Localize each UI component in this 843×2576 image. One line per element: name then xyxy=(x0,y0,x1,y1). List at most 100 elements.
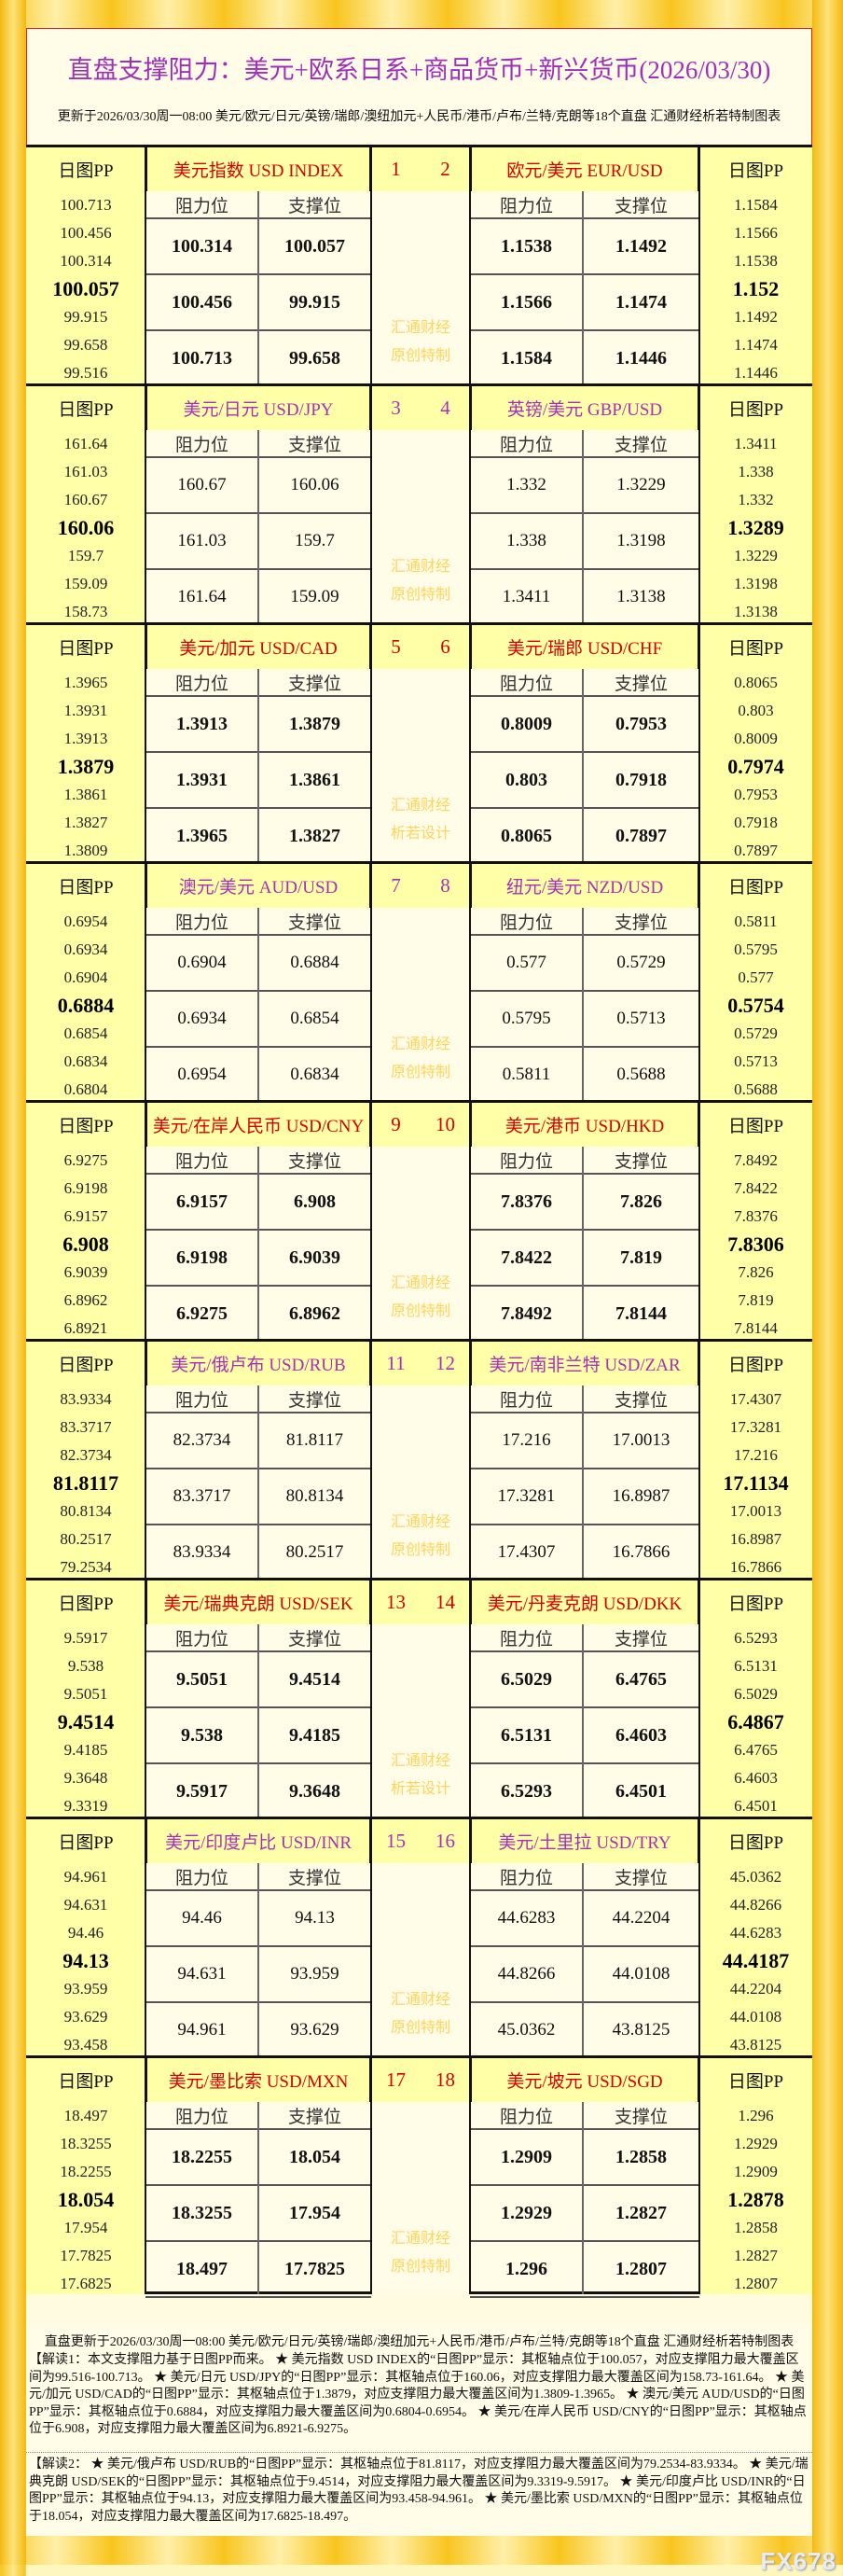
pp-level-value: 6.5131 xyxy=(734,1657,778,1675)
pp-level-value: 80.2517 xyxy=(60,1530,112,1548)
column-divider xyxy=(469,1342,471,1578)
pp-level-value: 7.826 xyxy=(738,1263,774,1281)
pp-level-value: 45.0362 xyxy=(729,1868,782,1886)
pivot-point-value: 100.057 xyxy=(52,277,119,300)
pp-level-value: 9.4185 xyxy=(63,1741,108,1759)
resistance-value: 0.5811 xyxy=(470,1048,583,1104)
support-value: 1.3138 xyxy=(583,570,699,626)
resistance-header: 阻力位 xyxy=(145,1147,258,1175)
pp-level-value: 0.7897 xyxy=(734,842,778,859)
column-divider xyxy=(145,1103,146,1339)
support-value: 160.06 xyxy=(258,458,371,514)
column-divider xyxy=(582,1385,584,1578)
pp-column-right: 日图PP 17.4307 17.3281 17.216 17.1134 17.0013 16… xyxy=(699,1342,812,1578)
resistance-header: 阻力位 xyxy=(145,191,258,219)
pp-level-value: 44.2204 xyxy=(729,1980,782,1998)
column-divider xyxy=(257,191,259,383)
support-value: 6.908 xyxy=(258,1175,371,1231)
pivot-point-value: 1.152 xyxy=(732,277,780,300)
support-value: 1.3229 xyxy=(583,458,699,514)
pivot-point-value: 94.13 xyxy=(62,1949,109,1972)
column-divider xyxy=(469,864,471,1100)
support-value: 80.8134 xyxy=(258,1469,371,1525)
column-divider xyxy=(257,908,259,1100)
pp-level-value: 1.3809 xyxy=(63,842,108,859)
pair-number-left: 17 xyxy=(371,2058,421,2102)
watermark-text: 原创特制 xyxy=(390,348,450,364)
support-header: 支撑位 xyxy=(583,430,699,458)
pair-number-left: 11 xyxy=(371,1342,421,1385)
resistance-value: 7.8422 xyxy=(470,1231,583,1287)
pp-header: 日图PP xyxy=(727,1594,784,1614)
pair-title-right: 美元/丹麦克朗 USD/DKK xyxy=(470,1580,699,1624)
resistance-value: 1.296 xyxy=(470,2242,583,2298)
pair-block: 日图PP 161.64 161.03 160.67 160.06 159.7 159.09 1… xyxy=(26,383,812,626)
support-value: 0.6884 xyxy=(258,936,371,992)
pp-header: 日图PP xyxy=(727,1117,784,1136)
pp-level-value: 1.1566 xyxy=(734,224,778,242)
pp-level-value: 0.5795 xyxy=(734,940,778,958)
pp-header: 日图PP xyxy=(58,2072,114,2092)
support-value: 17.954 xyxy=(258,2186,371,2242)
column-divider xyxy=(370,2058,372,2294)
pp-level-value: 17.3281 xyxy=(729,1418,782,1436)
support-value: 6.4501 xyxy=(583,1764,699,1820)
resistance-value: 0.6954 xyxy=(145,1048,258,1104)
pivot-point-value: 9.4514 xyxy=(57,1710,115,1734)
pp-level-value: 0.5729 xyxy=(734,1024,778,1042)
pair-block: 日图PP 83.9334 83.3717 82.3734 81.8117 80.8134 8… xyxy=(26,1339,812,1581)
resistance-value: 1.2909 xyxy=(470,2130,583,2186)
pair-block: 日图PP 9.5917 9.538 9.5051 9.4514 9.4185 9.3648 9… xyxy=(26,1578,812,1820)
pair-title-left: 美元/印度卢比 USD/INR xyxy=(145,1819,371,1863)
pp-level-value: 1.3913 xyxy=(63,730,108,747)
resistance-value: 6.5029 xyxy=(470,1652,583,1708)
column-divider xyxy=(582,1624,584,1817)
resistance-header: 阻力位 xyxy=(470,2102,583,2130)
support-header: 支撑位 xyxy=(258,908,371,936)
support-value: 1.1446 xyxy=(583,331,699,387)
pp-level-value: 0.8065 xyxy=(734,674,778,691)
watermark-text: 原创特制 xyxy=(390,1065,450,1080)
pivot-point-value: 1.3289 xyxy=(727,516,784,539)
watermark-text: 汇通财经 xyxy=(390,2231,450,2247)
resistance-value: 0.8065 xyxy=(470,809,583,865)
support-header: 支撑位 xyxy=(583,191,699,219)
watermark-text: 汇通财经 xyxy=(390,1037,450,1052)
column-divider xyxy=(257,2102,259,2294)
pair-blocks: 日图PP 100.713 100.456 100.314 100.057 99.915 99… xyxy=(26,145,812,2298)
pp-level-value: 17.954 xyxy=(63,2219,108,2236)
pair-number-right: 2 xyxy=(421,147,470,191)
pp-level-value: 1.2929 xyxy=(734,2135,778,2152)
pair-title-left: 美元/瑞典克朗 USD/SEK xyxy=(145,1580,371,1624)
support-value: 7.826 xyxy=(583,1175,699,1231)
support-value: 16.7866 xyxy=(583,1525,699,1581)
pair-number-right: 18 xyxy=(421,2058,470,2102)
pp-level-value: 159.7 xyxy=(67,547,104,564)
column-divider xyxy=(469,625,471,861)
pp-column-right: 日图PP 1.1584 1.1566 1.1538 1.152 1.1492 1.1474 1… xyxy=(699,147,812,383)
pp-level-value: 159.09 xyxy=(63,575,108,592)
support-header: 支撑位 xyxy=(583,2102,699,2130)
support-value: 81.8117 xyxy=(258,1413,371,1469)
watermark-column: 汇通财经 原创特制 xyxy=(371,430,470,622)
column-divider xyxy=(145,864,146,1100)
support-value: 1.3198 xyxy=(583,514,699,570)
left-border xyxy=(0,0,26,2565)
pp-level-value: 18.497 xyxy=(63,2107,108,2124)
column-divider xyxy=(698,2058,700,2294)
support-header: 支撑位 xyxy=(583,1385,699,1413)
resistance-value: 7.8376 xyxy=(470,1175,583,1231)
support-value: 9.4185 xyxy=(258,1708,371,1764)
resistance-value: 9.5917 xyxy=(145,1764,258,1820)
watermark-text: 汇通财经 xyxy=(390,1753,450,1769)
support-value: 1.3861 xyxy=(258,753,371,809)
pp-level-value: 1.338 xyxy=(738,463,774,480)
watermark-text: 汇通财经 xyxy=(390,320,450,336)
page-title: 直盘支撑阻力：美元+欧系日系+商品货币+新兴货币(2026/03/30) xyxy=(67,56,771,84)
pp-level-value: 100.456 xyxy=(60,224,112,242)
pair-block: 日图PP 100.713 100.456 100.314 100.057 99.915 99… xyxy=(26,145,812,387)
column-divider xyxy=(145,1819,146,2055)
watermark-text: 原创特制 xyxy=(390,2259,450,2275)
column-divider xyxy=(257,1624,259,1817)
column-divider xyxy=(698,625,700,861)
